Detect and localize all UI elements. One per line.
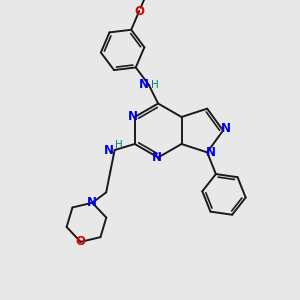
Text: N: N (206, 146, 216, 159)
Text: N: N (139, 78, 149, 91)
Text: H: H (115, 140, 123, 150)
Text: N: N (104, 143, 114, 157)
Text: N: N (220, 122, 230, 136)
Text: H: H (152, 80, 159, 90)
Text: N: N (152, 151, 162, 164)
Text: N: N (87, 196, 97, 209)
Text: O: O (76, 235, 85, 248)
Text: N: N (128, 110, 138, 124)
Text: O: O (134, 4, 144, 17)
